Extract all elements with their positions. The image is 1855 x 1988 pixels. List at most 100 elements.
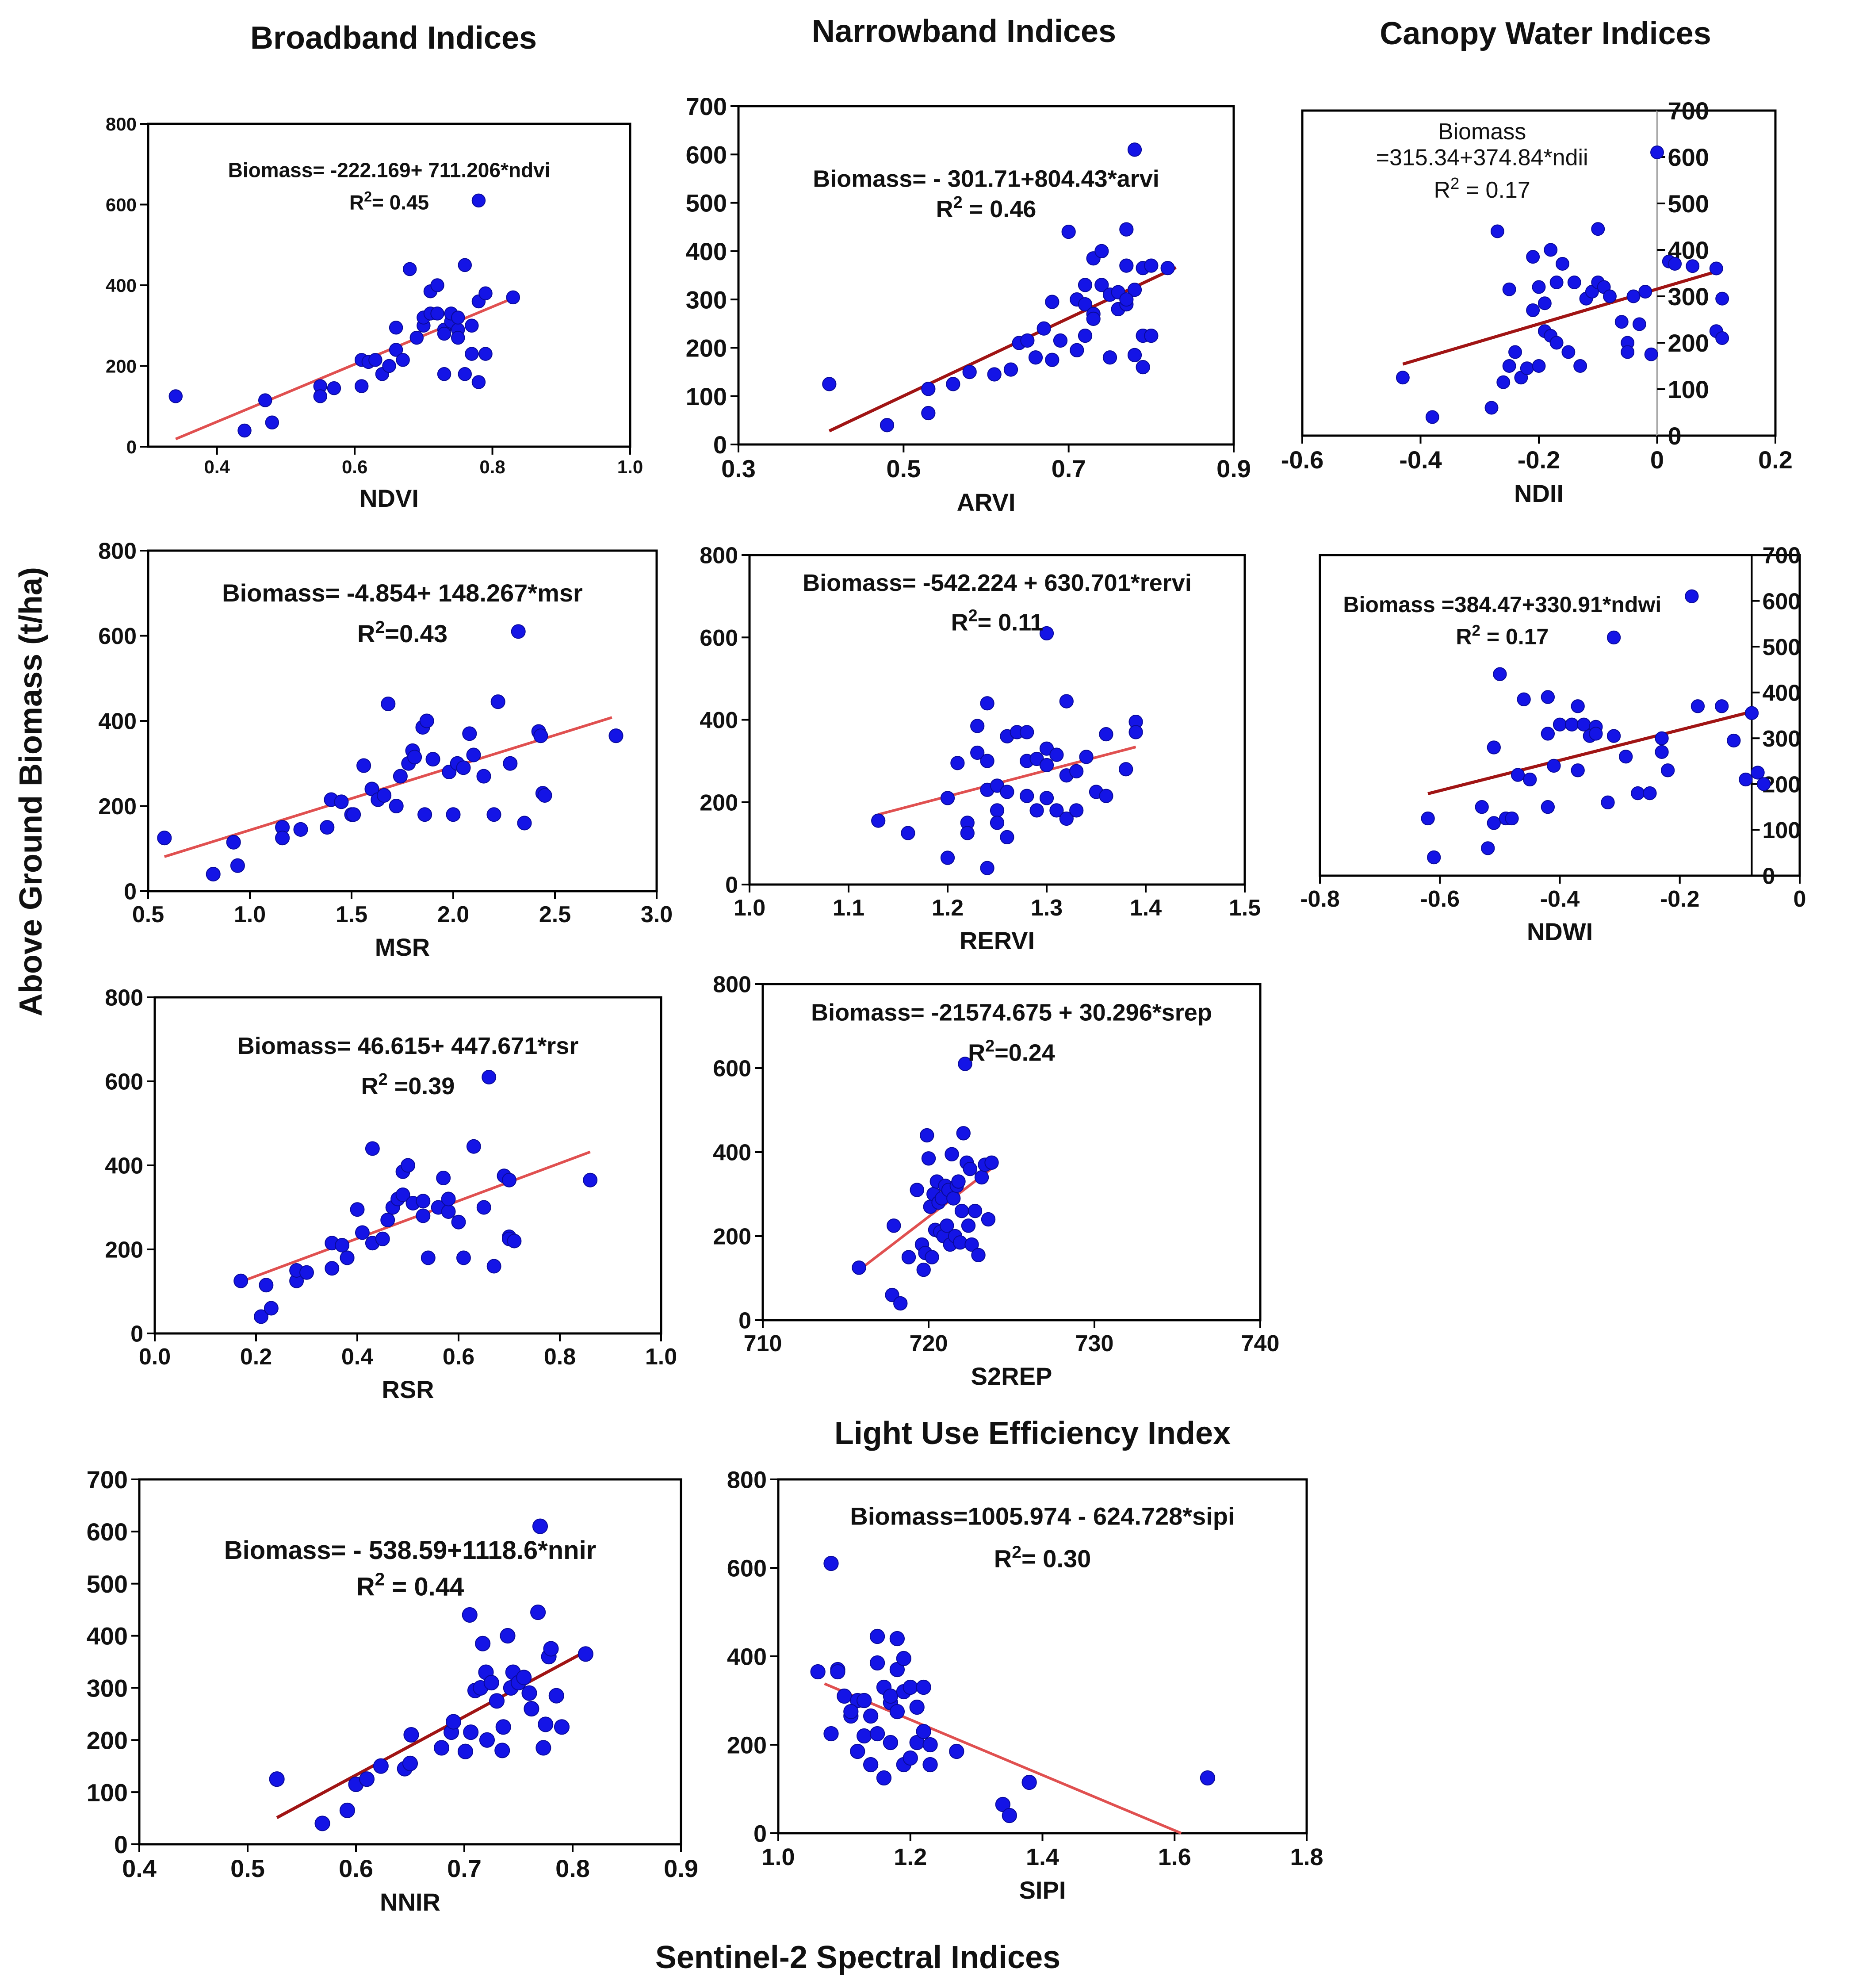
chart-panel-ndii: -0.6 -0.4 -0.2 0 0.20100200300400500600700ND… (1281, 97, 1793, 507)
data-point (1589, 727, 1603, 741)
x-tick-label: 0.6 (342, 456, 367, 477)
data-point (1532, 359, 1546, 373)
r-squared-label: R2= 0.30 (994, 1543, 1091, 1573)
data-point (889, 1662, 905, 1678)
data-point (293, 822, 308, 837)
x-tick-label: 1.6 (1158, 1844, 1191, 1870)
data-point (368, 353, 382, 367)
data-point (1650, 146, 1664, 159)
x-axis-label: SIPI (1019, 1876, 1066, 1904)
regression-line (858, 1167, 993, 1272)
data-point (1119, 222, 1134, 237)
data-point (1686, 259, 1700, 273)
x-tick-label: 0.7 (1052, 455, 1086, 483)
data-point (1053, 333, 1068, 348)
x-tick-label: 1.1 (833, 895, 864, 921)
data-point (1037, 321, 1051, 336)
x-tick-label: -0.2 (1518, 446, 1560, 474)
data-point (960, 826, 975, 840)
data-point (869, 1628, 885, 1644)
data-point (1029, 803, 1044, 818)
data-point (516, 1670, 532, 1685)
data-point (1715, 699, 1729, 713)
data-point (445, 1714, 462, 1730)
data-point (1614, 315, 1629, 329)
data-point (984, 1155, 999, 1170)
data-point (1094, 244, 1109, 258)
plot-frame (777, 1478, 1308, 1835)
data-point (396, 353, 410, 367)
y-tick-label: 700 (686, 92, 727, 120)
y-tick-label: 0 (1668, 422, 1682, 450)
data-point (1020, 333, 1035, 348)
canopy-water-indices-title: Canopy Water Indices (1380, 16, 1711, 51)
y-tick-label: 100 (87, 1778, 128, 1806)
x-axis-label: RSR (382, 1375, 434, 1403)
data-point (1427, 850, 1441, 865)
data-point (506, 290, 520, 305)
x-tick-label: 0.6 (443, 1344, 474, 1370)
data-point (462, 1607, 478, 1623)
regression-line (824, 1682, 1182, 1835)
data-point (1511, 768, 1525, 782)
y-tick-label: 600 (700, 625, 738, 651)
data-point (436, 1171, 451, 1185)
data-point (537, 788, 552, 803)
data-point (401, 1158, 415, 1173)
data-point (381, 696, 396, 712)
regression-equation: Biomass= - 538.59+1118.6*nnir (224, 1536, 597, 1565)
data-point (253, 1309, 268, 1324)
x-tick-label: -0.4 (1399, 446, 1442, 474)
data-point (334, 794, 349, 809)
data-point (810, 1664, 826, 1680)
data-point (951, 1174, 966, 1189)
data-point (980, 754, 994, 768)
data-point (830, 1664, 845, 1680)
data-point (1631, 786, 1645, 801)
data-point (922, 1737, 938, 1753)
regression-equation: Biomass= -222.169+ 711.206*ndvi (228, 159, 551, 182)
data-point (502, 1172, 516, 1187)
data-point (456, 1250, 471, 1265)
data-point (269, 1771, 285, 1787)
data-point (1144, 328, 1159, 343)
data-point (1000, 785, 1014, 799)
data-point (206, 866, 221, 882)
x-tick-label: 0.3 (721, 455, 756, 483)
data-point (258, 393, 272, 407)
x-tick-label: 0 (1794, 886, 1806, 912)
data-point (995, 1796, 1011, 1812)
data-point (1541, 690, 1555, 704)
data-point (921, 1151, 936, 1166)
x-tick-label: 1.0 (761, 1844, 795, 1870)
data-point (903, 1750, 918, 1766)
data-point (471, 375, 486, 389)
y-tick-label: 0 (130, 1322, 143, 1347)
data-point (389, 798, 404, 814)
x-tick-label: -0.4 (1540, 886, 1580, 912)
chart-panel-nnir: 0.4 0.5 0.6 0.7 0.8 0.9 0 100 200 300 400 500 600 700… (87, 1466, 698, 1916)
data-point (869, 1655, 885, 1671)
y-tick-label: 600 (87, 1518, 128, 1546)
x-tick-label: 0.8 (544, 1344, 576, 1370)
data-point (1475, 800, 1489, 814)
data-point (956, 1126, 971, 1141)
chart-panel-ndwi: -0.8 -0.6 -0.4 -0.2 00100200300400500600700N… (1300, 543, 1806, 946)
data-point (987, 367, 1002, 382)
x-axis-label: NDVI (360, 484, 419, 512)
data-point (1045, 352, 1059, 367)
data-point (583, 1172, 598, 1187)
data-point (168, 389, 183, 403)
data-point (521, 1685, 537, 1701)
data-point (1632, 317, 1646, 331)
data-point (970, 745, 985, 760)
data-point (1200, 1770, 1216, 1786)
data-point (532, 1518, 548, 1534)
y-tick-label: 0 (124, 879, 137, 905)
data-point (1709, 261, 1723, 276)
y-tick-label: 500 (686, 189, 727, 217)
data-point (883, 1688, 899, 1704)
data-point (843, 1704, 859, 1720)
data-point (264, 1301, 279, 1316)
